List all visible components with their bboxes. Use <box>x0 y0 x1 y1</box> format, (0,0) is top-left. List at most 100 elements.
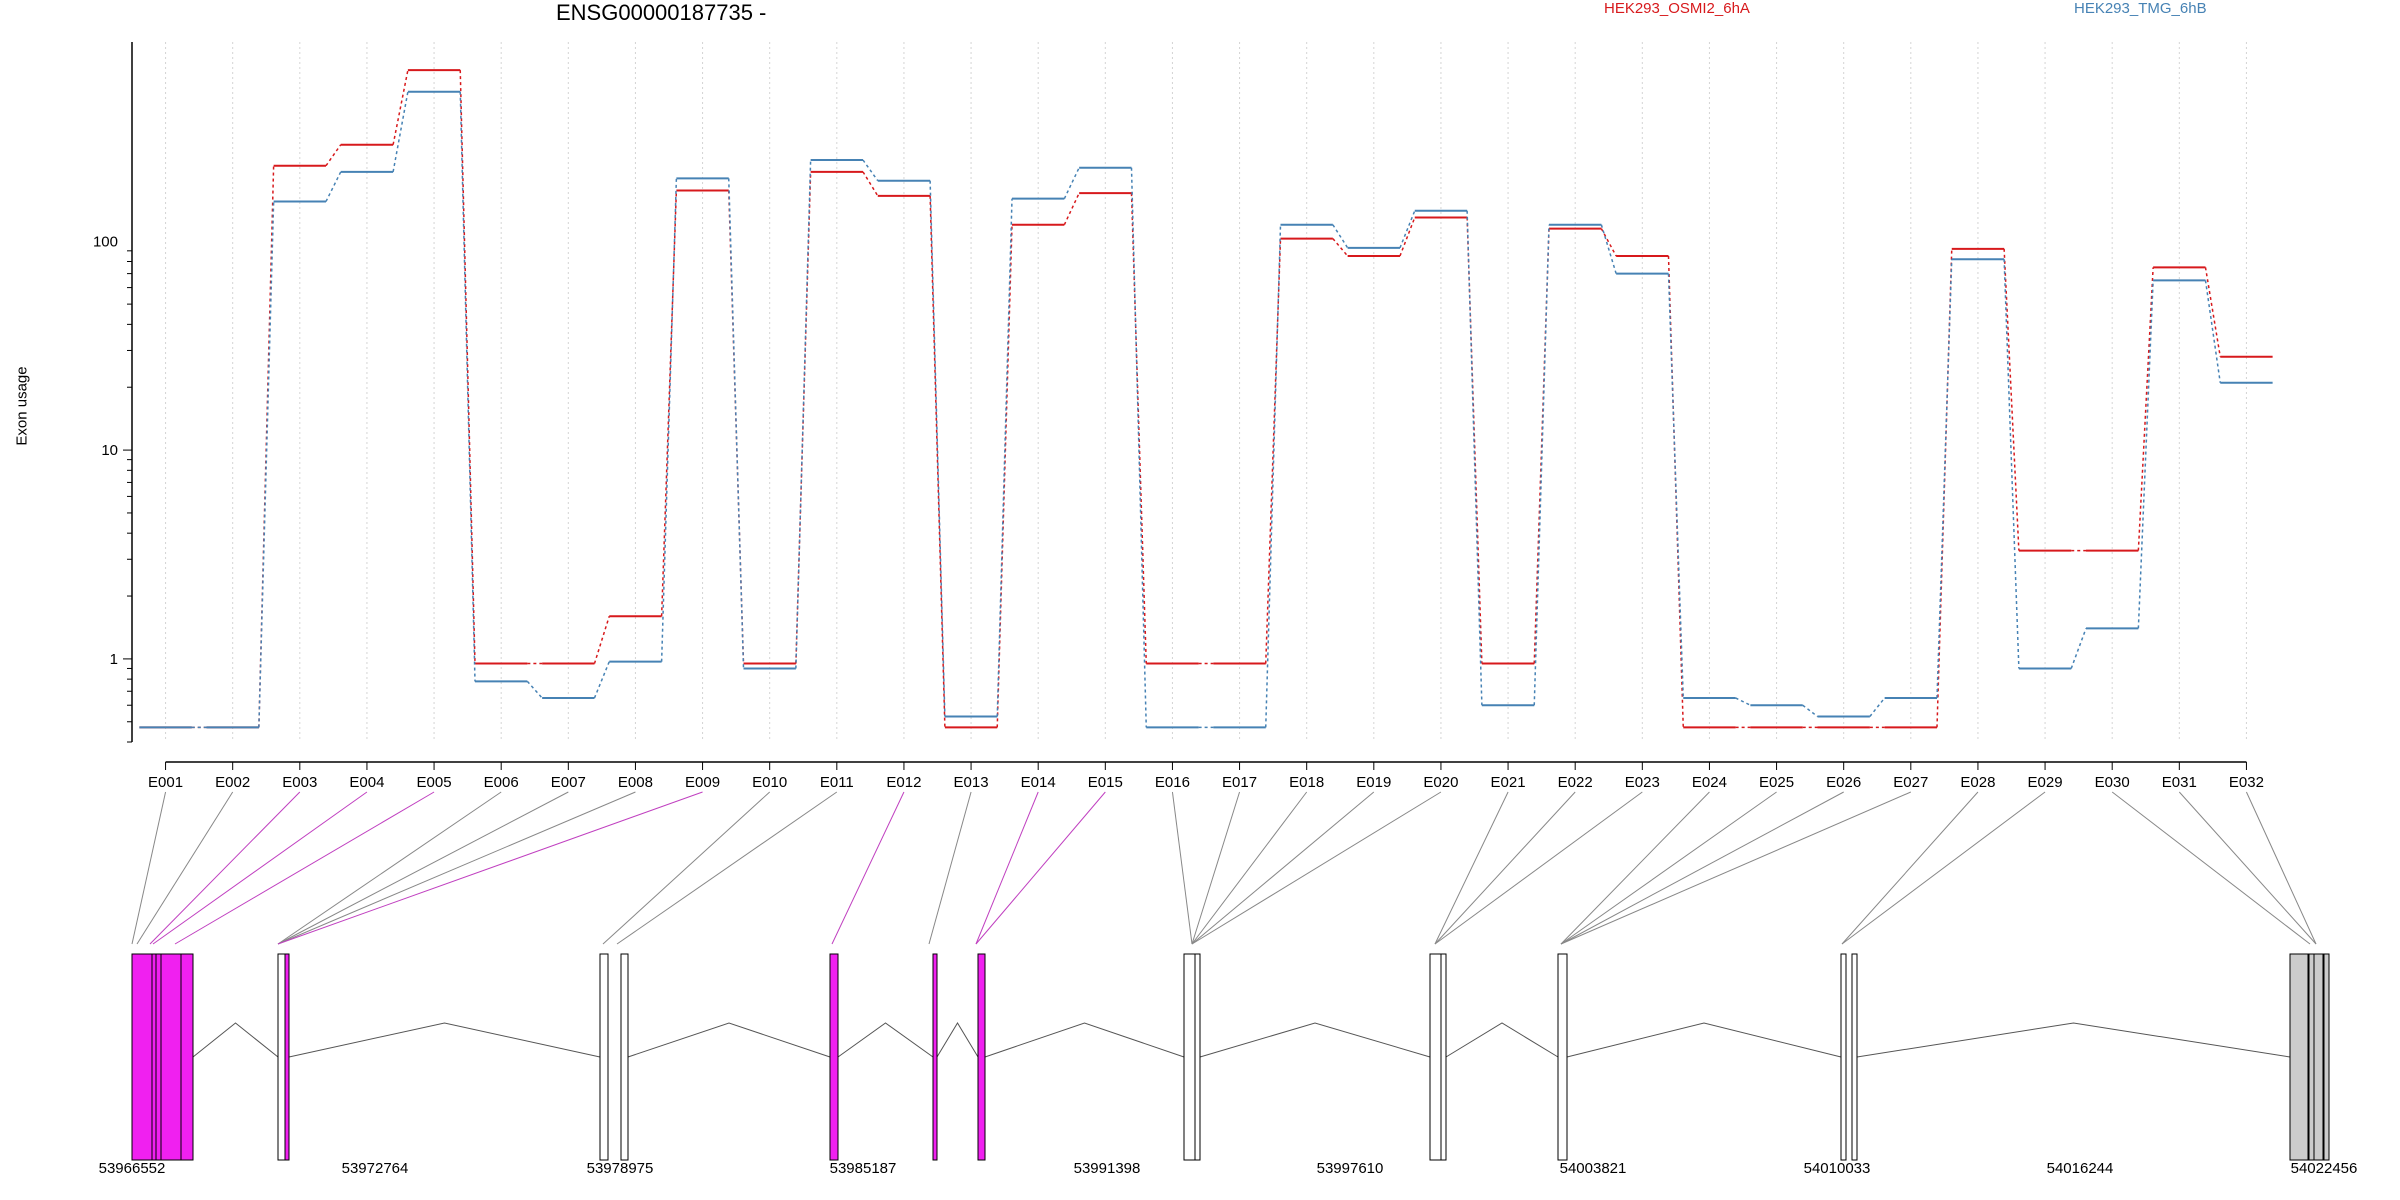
intron-line <box>984 1022 1185 1058</box>
genomic-coordinate-label: 53972764 <box>342 1160 409 1177</box>
x-tick-label: E009 <box>685 774 720 791</box>
x-tick-label: E025 <box>1759 774 1794 791</box>
series-1-connector <box>258 165 275 728</box>
exon-connector-line <box>1841 791 1979 945</box>
exon-box <box>1440 953 1447 1161</box>
series-2-connector <box>1332 224 1349 249</box>
x-tick-label: E007 <box>551 774 586 791</box>
intron-line <box>837 1022 934 1058</box>
exon-box <box>131 953 194 1161</box>
exon-connector-line <box>616 791 838 945</box>
exon-connector-line <box>1171 791 1193 945</box>
x-tick-label: E023 <box>1625 774 1660 791</box>
exon-connector-line <box>1191 791 1308 945</box>
series-1-connector <box>1332 238 1349 257</box>
exon-connector-line <box>152 791 368 945</box>
series-2-connector <box>862 159 879 182</box>
series-2-connector <box>795 159 812 669</box>
x-tick-label: E019 <box>1356 774 1391 791</box>
exon-box <box>1851 953 1858 1161</box>
x-tick-label: E021 <box>1491 774 1526 791</box>
x-tick-label: E026 <box>1826 774 1861 791</box>
x-tick-label: E022 <box>1558 774 1593 791</box>
exon-connector-line <box>1841 791 2046 945</box>
exon-connector-line <box>149 791 301 945</box>
x-tick-label: E005 <box>417 774 452 791</box>
exon-connector-line <box>2245 791 2317 945</box>
exon-connector-line <box>1191 791 1375 945</box>
series-2-connector <box>1667 273 1685 698</box>
x-tick-label: E013 <box>954 774 989 791</box>
series-2-connector <box>392 91 409 172</box>
x-tick-label: E012 <box>886 774 921 791</box>
exon-connector-line <box>1560 791 1710 945</box>
x-tick-label: E020 <box>1423 774 1458 791</box>
exon-box <box>1194 953 1201 1161</box>
x-tick-label: E029 <box>2028 774 2063 791</box>
genomic-coordinate-label: 54022456 <box>2291 1160 2358 1177</box>
intron-line <box>1566 1022 1842 1058</box>
exon-connector-line <box>131 791 167 945</box>
chart-title: ENSG00000187735 - <box>556 0 767 25</box>
x-tick-label: E004 <box>349 774 384 791</box>
intron-line <box>627 1022 831 1058</box>
exon-connector-line <box>277 791 703 945</box>
series-2-connector <box>1600 224 1617 274</box>
intron-line <box>192 1022 279 1058</box>
series-2-connector <box>2003 259 2020 669</box>
series-2-connector <box>1466 210 1483 706</box>
x-tick-label: E018 <box>1289 774 1324 791</box>
exon-connector-line <box>277 791 636 945</box>
exon-connector-line <box>277 791 569 945</box>
genomic-coordinate-label: 54003821 <box>1560 1160 1627 1177</box>
intron-line <box>936 1022 979 1058</box>
x-tick-label: E016 <box>1155 774 1190 791</box>
series-2-connector <box>1533 224 1550 706</box>
exon-connector-line <box>1191 791 1442 945</box>
exon-connector-line <box>831 791 905 945</box>
x-tick-label: E017 <box>1222 774 1257 791</box>
series-2-connector <box>1936 259 1953 698</box>
exon-connector-line <box>1434 791 1576 945</box>
exon-box <box>620 953 629 1161</box>
series-2-connector <box>1802 704 1818 718</box>
series-2-connector <box>727 178 745 669</box>
series-2-connector <box>996 198 1013 717</box>
series-1-connector <box>1399 217 1416 257</box>
series-2-connector <box>2137 280 2154 629</box>
x-tick-label: E032 <box>2229 774 2264 791</box>
genomic-coordinate-label: 53978975 <box>587 1160 654 1177</box>
series-2-connector <box>258 201 275 728</box>
exon-box <box>829 953 839 1161</box>
series-1-connector <box>2003 248 2020 551</box>
y-tick-label: 1 <box>110 651 118 668</box>
exon-box <box>977 953 986 1161</box>
exon-connector-line <box>928 791 972 945</box>
series-1-connector <box>2137 267 2154 551</box>
series-2-connector <box>1264 224 1282 728</box>
exon-box <box>2289 953 2309 1161</box>
series-1-connector <box>660 190 678 617</box>
exon-box <box>2323 953 2330 1161</box>
exon-connector-line <box>1191 791 1241 945</box>
exon-connector-line <box>2178 791 2317 945</box>
series-1-connector <box>862 171 879 197</box>
exon-connector-line <box>602 791 771 945</box>
intron-line <box>1856 1022 2291 1058</box>
exon-connector-line <box>1560 791 1777 945</box>
x-tick-label: E027 <box>1893 774 1928 791</box>
x-tick-label: E008 <box>618 774 653 791</box>
series-2-connector <box>929 180 946 717</box>
exon-connector-line <box>2111 791 2311 945</box>
x-tick-label: E030 <box>2095 774 2130 791</box>
series-2-connector <box>2204 280 2222 383</box>
series-1-connector <box>2204 267 2221 357</box>
exon-connector-line <box>1560 791 1912 945</box>
series-2-connector <box>1399 210 1416 249</box>
series-2-connector <box>593 661 610 699</box>
series-2-connector <box>459 91 476 682</box>
intron-line <box>288 1022 601 1058</box>
legend-entry-series-1: HEK293_OSMI2_6hA <box>1604 0 1750 17</box>
exon-box <box>1557 953 1568 1161</box>
series-2-connector <box>1869 697 1886 717</box>
